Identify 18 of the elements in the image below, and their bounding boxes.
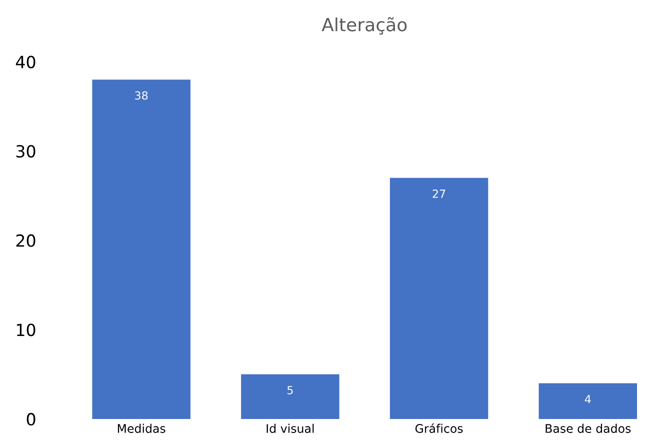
bar [390, 178, 488, 419]
x-tick-label: Base de dados [546, 424, 631, 433]
y-tick-label: 0 [26, 412, 36, 426]
bar [241, 374, 340, 419]
y-tick-label: 30 [16, 145, 36, 158]
data-label: 5 [288, 386, 293, 394]
bar [538, 383, 638, 419]
data-label: 4 [584, 395, 591, 404]
data-label: 27 [432, 190, 446, 198]
y-tick-label: 20 [16, 234, 36, 247]
y-tick-label: 10 [16, 324, 36, 336]
x-tick-label: Id visual [266, 424, 314, 433]
bar [92, 80, 190, 419]
y-tick-label: 40 [16, 56, 36, 68]
x-tick-label: Gráficos [415, 423, 463, 433]
data-label: 38 [135, 91, 148, 100]
x-tick-label: Medidas [118, 424, 166, 433]
chart-title: Alteração [322, 17, 407, 35]
